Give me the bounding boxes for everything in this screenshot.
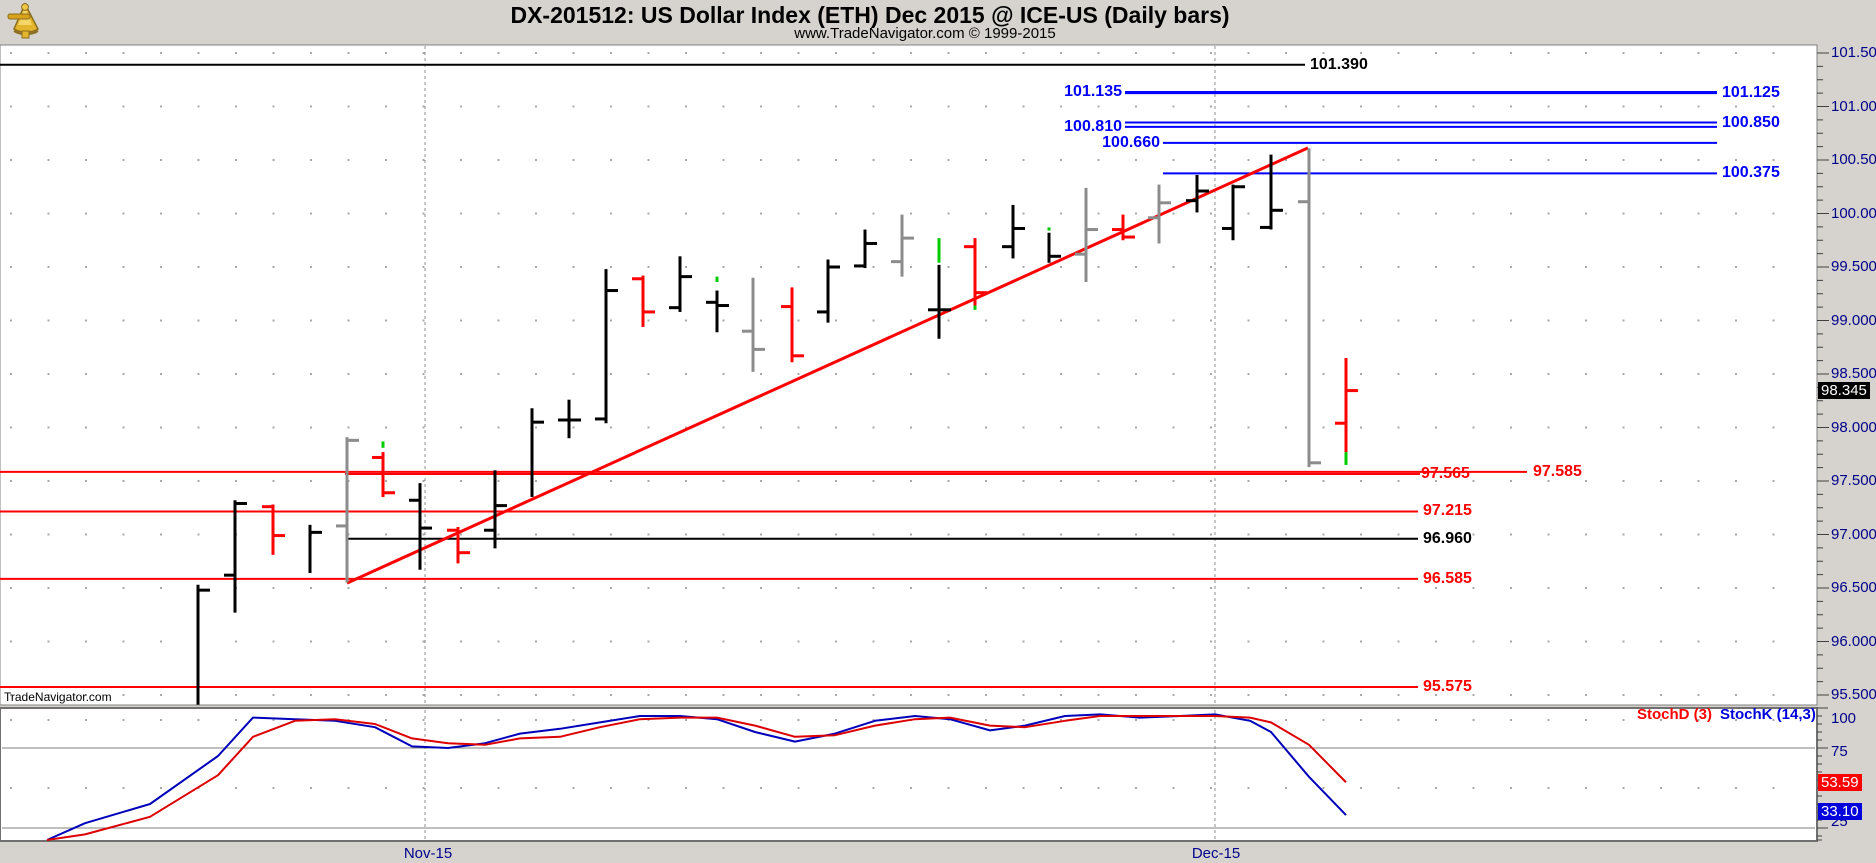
- chart-title: DX-201512: US Dollar Index (ETH) Dec 201…: [510, 2, 1230, 28]
- price-tick-label: 101.500: [1831, 44, 1876, 61]
- price-tick-label: 99.000: [1831, 311, 1876, 329]
- stoch-value-badge: 33.10: [1818, 803, 1862, 820]
- level-label: 101.135: [1064, 83, 1122, 101]
- level-label: 97.585: [1533, 462, 1582, 480]
- stochastic-panel: [0, 707, 1818, 842]
- price-tick-label: 95.500: [1831, 686, 1876, 703]
- level-label: 101.390: [1310, 55, 1368, 73]
- price-tick-label: 100.500: [1831, 151, 1876, 168]
- level-label: 100.850: [1722, 113, 1780, 131]
- price-tick-label: 97.000: [1831, 525, 1876, 543]
- price-tick-label: 96.500: [1831, 579, 1876, 596]
- price-tick-label: 101.000: [1831, 97, 1876, 115]
- price-tick-label: 99.500: [1831, 258, 1876, 275]
- stoch-d-line: [46, 715, 1347, 841]
- level-label: 100.375: [1722, 164, 1780, 182]
- stoch-k-legend: StochK (14,3): [1720, 706, 1816, 723]
- level-label: 100.660: [1102, 133, 1160, 151]
- level-label: 95.575: [1423, 677, 1472, 695]
- level-label: 97.565: [1421, 465, 1470, 483]
- level-label: 97.215: [1423, 502, 1472, 520]
- stoch-tick-label: 75: [1831, 743, 1848, 760]
- price-tick-label: 96.000: [1831, 632, 1876, 650]
- price-tick-label: 98.500: [1831, 365, 1876, 382]
- price-tick-label: 100.000: [1831, 204, 1876, 222]
- stoch-tick-label: 100: [1831, 710, 1857, 727]
- trend-line: [346, 146, 1309, 585]
- level-label: 96.960: [1423, 529, 1472, 547]
- main-price-panel: [0, 44, 1818, 706]
- level-label: 96.585: [1423, 569, 1472, 587]
- level-label: 101.125: [1722, 84, 1780, 102]
- price-tick-label: 97.500: [1831, 472, 1876, 489]
- date-label[interactable]: Nov-15: [403, 845, 453, 862]
- chart-subtitle: www.TradeNavigator.com © 1999-2015: [794, 25, 1056, 42]
- current-price-badge: 98.345: [1818, 381, 1870, 399]
- tradenavigator-sextant-logo-icon: [2, 1, 48, 43]
- stoch-d-legend: StochD (3): [1637, 706, 1712, 723]
- stoch-value-badge: 53.59: [1818, 774, 1862, 791]
- date-label[interactable]: Dec-15: [1191, 845, 1241, 862]
- price-tick-label: 98.000: [1831, 418, 1876, 436]
- watermark-text: TradeNavigator.com: [4, 690, 112, 704]
- level-label: 100.810: [1064, 117, 1122, 135]
